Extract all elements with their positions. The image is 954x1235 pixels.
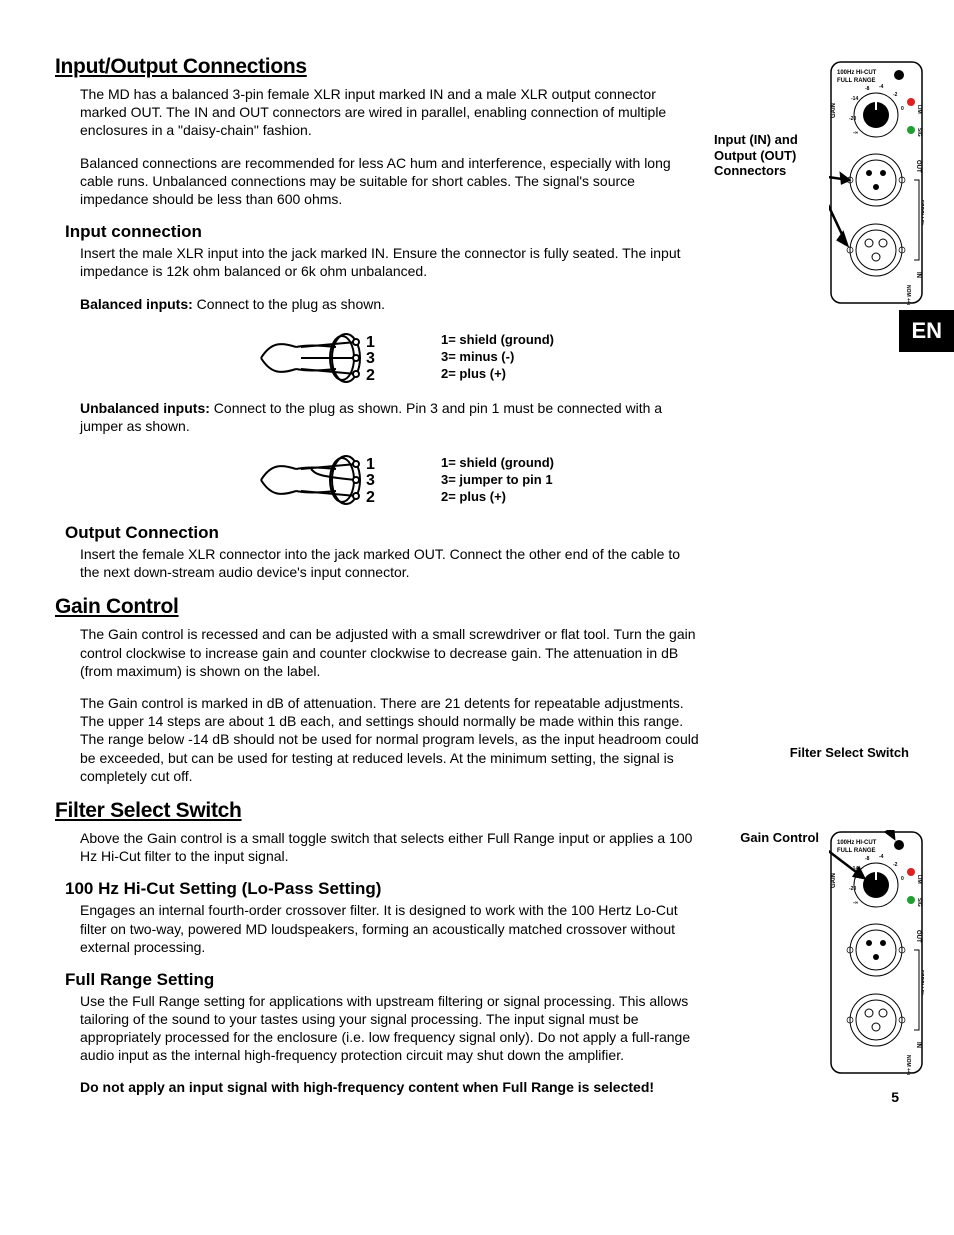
balanced-legend: 1= shield (ground) 3= minus (-) 2= plus … [441, 332, 554, 383]
svg-text:2: 2 [366, 367, 375, 384]
language-tab: EN [899, 310, 954, 352]
svg-text:FULL RANGE: FULL RANGE [837, 78, 876, 84]
svg-text:SIG: SIG [916, 128, 922, 137]
unbalanced-legend: 1= shield (ground) 3= jumper to pin 1 2=… [441, 455, 554, 506]
svg-text:IN: IN [915, 272, 921, 278]
heading-gain: Gain Control [55, 595, 904, 619]
gain-p2: The Gain control is marked in dB of atte… [80, 694, 700, 785]
xlr-plug-unbalanced-icon: 1 3 2 [256, 449, 406, 511]
io-paragraph-1: The MD has a balanced 3-pin female XLR i… [80, 85, 700, 140]
legend-line: 2= plus (+) [441, 366, 554, 383]
svg-text:OUT: OUT [915, 160, 921, 173]
svg-text:SIG: SIG [916, 898, 922, 907]
heading-io: Input/Output Connections [55, 55, 904, 79]
svg-text:-14: -14 [851, 96, 858, 102]
svg-text:-∞: -∞ [853, 900, 859, 906]
svg-text:3: 3 [366, 350, 375, 367]
control-panel-icon: 100Hz HI-CUT FULL RANGE -14-8-4-20 -20-∞… [829, 830, 924, 1075]
fig2-caption2: Gain Control [740, 830, 819, 846]
svg-text:PARALLEL: PARALLEL [920, 970, 924, 996]
svg-text:GAIN: GAIN [831, 103, 837, 118]
legend-line: 1= shield (ground) [441, 455, 554, 472]
svg-text:1: 1 [366, 456, 375, 473]
hicut-p1: Engages an internal fourth-order crossov… [80, 901, 700, 956]
input-conn-p1: Insert the male XLR input into the jack … [80, 244, 700, 280]
svg-text:2: 2 [366, 489, 375, 506]
fig1-caption-l1: Input (IN) and [714, 132, 824, 148]
heading-output-connection: Output Connection [65, 523, 904, 543]
svg-text:-20: -20 [849, 886, 856, 892]
svg-text:LIM: LIM [916, 105, 922, 114]
unbalanced-label: Unbalanced inputs: [80, 400, 210, 416]
svg-text:-4: -4 [879, 854, 884, 860]
svg-text:NOM +4dB: NOM +4dB [905, 285, 911, 305]
svg-text:-4: -4 [879, 84, 884, 90]
output-conn-p1: Insert the female XLR connector into the… [80, 545, 700, 581]
svg-text:100Hz HI-CUT: 100Hz HI-CUT [837, 840, 877, 846]
xlr-plug-balanced-icon: 1 3 2 [256, 327, 406, 389]
legend-line: 1= shield (ground) [441, 332, 554, 349]
io-paragraph-2: Balanced connections are recommended for… [80, 154, 700, 209]
fig2-caption1: Filter Select Switch [790, 745, 909, 761]
gain-p1: The Gain control is recessed and can be … [80, 625, 700, 680]
svg-text:IN: IN [915, 1042, 921, 1048]
legend-line: 2= plus (+) [441, 489, 554, 506]
balanced-plug-diagram: 1 3 2 1= shield (ground) 3= minus (-) 2=… [55, 327, 755, 389]
svg-text:NOM +4dB: NOM +4dB [905, 1055, 911, 1075]
svg-text:1: 1 [366, 334, 375, 351]
unbalanced-inputs-line: Unbalanced inputs: Connect to the plug a… [80, 399, 700, 435]
svg-text:-20: -20 [849, 116, 856, 122]
fullrange-p1: Use the Full Range setting for applicati… [80, 992, 700, 1065]
heading-fullrange: Full Range Setting [65, 970, 904, 990]
svg-text:3: 3 [366, 472, 375, 489]
svg-text:-8: -8 [865, 856, 870, 862]
svg-text:PARALLEL: PARALLEL [920, 200, 924, 226]
unbalanced-plug-diagram: 1 3 2 1= shield (ground) 3= jumper to pi… [55, 449, 755, 511]
heading-input-connection: Input connection [65, 222, 904, 242]
legend-line: 3= jumper to pin 1 [441, 472, 554, 489]
balanced-inputs-line: Balanced inputs: Connect to the plug as … [80, 295, 700, 313]
svg-text:-2: -2 [893, 862, 898, 868]
balanced-label: Balanced inputs: [80, 296, 193, 312]
svg-text:-∞: -∞ [853, 130, 859, 136]
fig1-caption-l2: Output (OUT) [714, 148, 824, 164]
filter-warning: Do not apply an input signal with high-f… [80, 1079, 904, 1095]
svg-text:GAIN: GAIN [831, 873, 837, 888]
side-figure-io: Input (IN) and Output (OUT) Connectors 1… [829, 60, 924, 310]
side-figure-gain: Filter Select Switch Gain Control 100Hz … [829, 745, 924, 1080]
heading-hicut: 100 Hz Hi-Cut Setting (Lo-Pass Setting) [65, 879, 904, 899]
svg-text:-8: -8 [865, 86, 870, 92]
fig1-caption-l3: Connectors [714, 163, 824, 179]
balanced-text: Connect to the plug as shown. [193, 296, 385, 312]
svg-text:-2: -2 [893, 92, 898, 98]
legend-line: 3= minus (-) [441, 349, 554, 366]
svg-text:0: 0 [901, 876, 904, 882]
svg-text:FULL RANGE: FULL RANGE [837, 848, 876, 854]
page-number: 5 [891, 1089, 899, 1105]
svg-text:OUT: OUT [915, 930, 921, 943]
filter-p1: Above the Gain control is a small toggle… [80, 829, 700, 865]
svg-text:LIM: LIM [916, 875, 922, 884]
control-panel-icon: 100Hz HI-CUT FULL RANGE -14-8-4-20 -20-∞… [829, 60, 924, 305]
heading-filter: Filter Select Switch [55, 799, 904, 823]
svg-text:0: 0 [901, 106, 904, 112]
svg-text:100Hz HI-CUT: 100Hz HI-CUT [837, 70, 877, 76]
